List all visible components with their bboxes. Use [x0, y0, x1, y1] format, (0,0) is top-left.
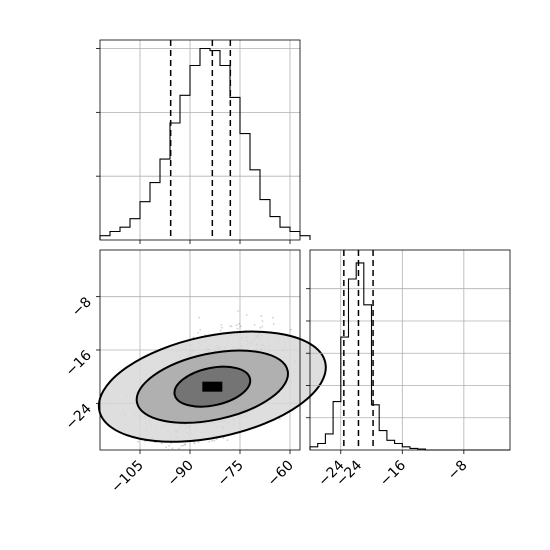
scatter-point — [226, 439, 229, 441]
joint-scatter-contour — [96, 249, 327, 454]
scatter-point — [237, 310, 240, 312]
scatter-point — [278, 418, 281, 420]
scatter-point — [197, 332, 200, 334]
scatter-point — [272, 323, 275, 325]
scatter-point — [290, 328, 292, 331]
scatter-point — [236, 327, 239, 330]
scatter-point — [178, 447, 180, 450]
scatter-point — [165, 446, 168, 449]
scatter-point — [261, 320, 264, 322]
scatter-point — [261, 325, 263, 328]
scatter-point — [180, 445, 183, 447]
scatter-point — [182, 444, 185, 447]
joint-frame — [99, 249, 301, 451]
scatter-point — [208, 440, 211, 443]
scatter-point — [197, 441, 200, 444]
scatter-point — [213, 439, 216, 442]
scatter-point — [220, 326, 223, 329]
scatter-point — [160, 442, 163, 445]
scatter-point — [137, 440, 139, 443]
scatter-point — [215, 438, 218, 440]
scatter-point — [272, 316, 274, 319]
scatter-point — [222, 437, 225, 440]
hist-x-frame — [99, 39, 301, 241]
scatter-point — [239, 325, 242, 328]
scatter-point — [211, 439, 214, 442]
scatter-point — [171, 447, 174, 450]
scatter-point — [253, 324, 256, 326]
scatter-point — [219, 329, 222, 332]
scatter-point — [238, 322, 241, 325]
scatter-point — [235, 324, 238, 327]
density-peak — [202, 381, 223, 392]
scatter-point — [184, 444, 187, 446]
scatter-point — [220, 324, 223, 326]
scatter-point — [184, 443, 187, 445]
hist-y-frame — [309, 249, 511, 451]
scatter-point — [245, 314, 248, 316]
scatter-point — [199, 329, 202, 331]
scatter-point — [229, 325, 232, 327]
scatter-point — [259, 326, 262, 329]
marginal-histogram-y — [306, 249, 511, 454]
scatter-point — [230, 325, 233, 328]
scatter-point — [260, 315, 263, 318]
scatter-point — [198, 316, 201, 319]
scatter-point — [192, 336, 195, 339]
scatter-point — [168, 445, 171, 447]
marginal-histogram-x — [96, 39, 311, 244]
scatter-point — [193, 442, 196, 445]
hist-x-step-outline — [99, 47, 311, 240]
